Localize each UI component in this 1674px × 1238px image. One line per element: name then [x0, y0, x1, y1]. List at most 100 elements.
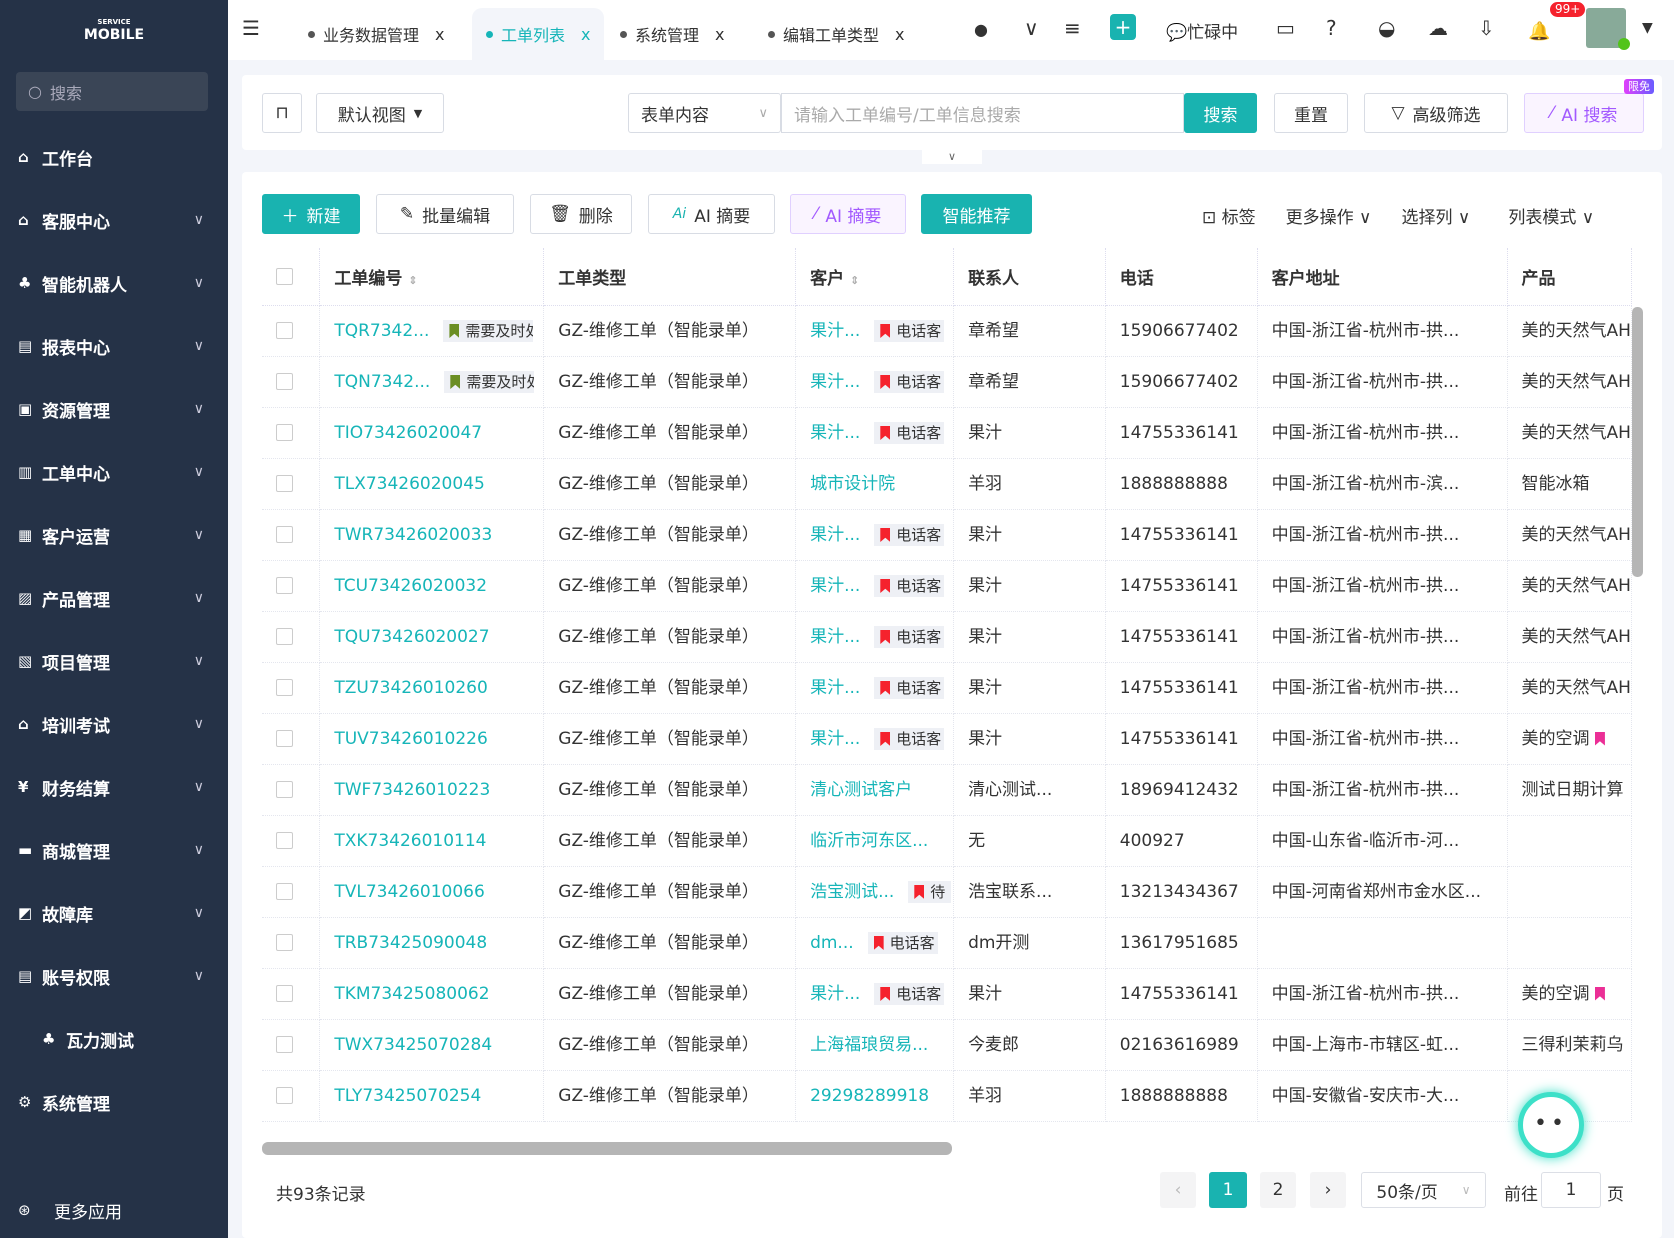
menu-collapse-icon[interactable]: ☰	[242, 16, 260, 40]
table-row[interactable]: TRB73425090048 GZ-维修工单（智能录单） dm... 电话客 dm…	[262, 917, 1632, 969]
sidebar-item-0[interactable]: ⌂ 工作台	[0, 137, 228, 177]
table-row[interactable]: TLX73426020045 GZ-维修工单（智能录单） 城市设计院 羊羽 18…	[262, 458, 1632, 510]
row-checkbox[interactable]	[276, 577, 293, 594]
customer-link[interactable]: 临沂市河东区...	[810, 830, 929, 851]
tab-3[interactable]: 编辑工单类型 x	[768, 8, 904, 60]
status-button[interactable]: 💬忙碌中	[1166, 18, 1238, 43]
page-size-select[interactable]: 50条/页 ∨	[1361, 1172, 1486, 1208]
table-row[interactable]: TUV73426010226 GZ-维修工单（智能录单） 果汁... 电话客 果汁…	[262, 713, 1632, 765]
ticket-id-link[interactable]: TKM73425080062	[334, 983, 490, 1004]
sidebar-item-1[interactable]: ⌂ 客服中心 ∨	[0, 200, 228, 240]
ticket-id-link[interactable]: TRB73425090048	[334, 932, 488, 953]
customer-link[interactable]: 果汁...	[810, 422, 861, 443]
column-header[interactable]: 客户 ⇕	[795, 248, 955, 306]
customer-link[interactable]: 果汁...	[810, 371, 861, 392]
add-icon[interactable]: +	[1110, 14, 1136, 40]
table-row[interactable]: TCU73426020032 GZ-维修工单（智能录单） 果汁... 电话客 果汁…	[262, 560, 1632, 612]
calendar-icon[interactable]: ▭	[1276, 16, 1295, 40]
table-row[interactable]: TQR7342... 需要及时处 GZ-维修工单（智能录单） 果汁... 电话客 章…	[262, 305, 1632, 357]
row-checkbox[interactable]	[276, 1036, 293, 1053]
advanced-filter-button[interactable]: ▽ 高级筛选	[1364, 93, 1508, 133]
row-checkbox[interactable]	[276, 1087, 293, 1104]
table-row[interactable]: TWF73426010223 GZ-维修工单（智能录单） 清心测试客户 清心测试…	[262, 764, 1632, 816]
help-icon[interactable]: ?	[1326, 16, 1337, 40]
row-checkbox[interactable]	[276, 322, 293, 339]
customer-link[interactable]: 果汁...	[810, 728, 861, 749]
row-checkbox[interactable]	[276, 628, 293, 645]
list-icon[interactable]: ≡	[1064, 16, 1081, 40]
sidebar-item-11[interactable]: ▬ 商城管理 ∨	[0, 830, 228, 870]
table-row[interactable]: TKM73425080062 GZ-维修工单（智能录单） 果汁... 电话客 果汁…	[262, 968, 1632, 1020]
list-mode-dropdown[interactable]: 列表模式 ∨	[1508, 208, 1595, 228]
ticket-id-link[interactable]: TXK73426010114	[334, 830, 487, 851]
ticket-id-link[interactable]: TUV73426010226	[334, 728, 488, 749]
tab-2[interactable]: 系统管理 x	[620, 8, 724, 60]
prev-page-button[interactable]: ‹	[1160, 1172, 1196, 1208]
sidebar-item-15[interactable]: ⚙ 系统管理	[0, 1082, 228, 1122]
close-icon[interactable]: x	[715, 24, 725, 44]
customer-link[interactable]: 果汁...	[810, 320, 861, 341]
reset-button[interactable]: 重置	[1274, 93, 1348, 133]
tab-0[interactable]: 业务数据管理 x	[308, 8, 444, 60]
sidebar-item-3[interactable]: ▤ 报表中心 ∨	[0, 326, 228, 366]
row-checkbox[interactable]	[276, 373, 293, 390]
table-row[interactable]: TQU73426020027 GZ-维修工单（智能录单） 果汁... 电话客 果汁…	[262, 611, 1632, 663]
sidebar-item-14[interactable]: ♣ 瓦力测试	[0, 1019, 228, 1059]
row-checkbox[interactable]	[276, 883, 293, 900]
search-input[interactable]: 请输入工单编号/工单信息搜索	[781, 93, 1184, 133]
smart-recommend-button[interactable]: 智能推荐	[921, 194, 1032, 234]
sidebar-item-13[interactable]: ▤ 账号权限 ∨	[0, 956, 228, 996]
view-select[interactable]: 默认视图 ▼	[316, 93, 444, 133]
bookmark-button[interactable]: ⊓	[262, 93, 302, 133]
customer-link[interactable]: 果汁...	[810, 677, 861, 698]
column-header[interactable]: 工单类型	[543, 248, 797, 306]
table-row[interactable]: TIO73426020047 GZ-维修工单（智能录单） 果汁... 电话客 果汁…	[262, 407, 1632, 459]
sidebar-item-4[interactable]: ▣ 资源管理 ∨	[0, 389, 228, 429]
customer-link[interactable]: 果汁...	[810, 983, 861, 1004]
row-checkbox[interactable]	[276, 526, 293, 543]
customer-link[interactable]: 果汁...	[810, 626, 861, 647]
table-row[interactable]: TVL73426010066 GZ-维修工单（智能录单） 浩宝测试... 待 浩宝…	[262, 866, 1632, 918]
row-checkbox[interactable]	[276, 934, 293, 951]
delete-button[interactable]: 🗑 删除	[530, 194, 632, 234]
column-header[interactable]: 联系人	[953, 248, 1106, 306]
ticket-id-link[interactable]: TQR7342...	[334, 320, 430, 341]
table-row[interactable]: TQN7342... 需要及时处 GZ-维修工单（智能录单） 果汁... 电话客 章…	[262, 356, 1632, 408]
more-actions-dropdown[interactable]: 更多操作 ∨	[1285, 208, 1372, 228]
customer-link[interactable]: 果汁...	[810, 575, 861, 596]
page-2[interactable]: 2	[1260, 1172, 1296, 1208]
user-menu-caret[interactable]: ▼	[1642, 20, 1653, 36]
next-page-button[interactable]: ›	[1310, 1172, 1346, 1208]
table-row[interactable]: TZU73426010260 GZ-维修工单（智能录单） 果汁... 电话客 果汁…	[262, 662, 1632, 714]
close-icon[interactable]: x	[435, 24, 445, 44]
column-header[interactable]: 产品	[1507, 248, 1632, 306]
field-select[interactable]: 表单内容 ∨	[628, 93, 781, 133]
more-apps[interactable]: ⊛ 更多应用	[0, 1190, 228, 1230]
new-button[interactable]: ＋ 新建	[262, 194, 360, 234]
customer-link[interactable]: 29298289918	[810, 1085, 930, 1106]
ticket-id-link[interactable]: TQU73426020027	[334, 626, 490, 647]
sidebar-item-2[interactable]: ♣ 智能机器人 ∨	[0, 263, 228, 303]
row-checkbox[interactable]	[276, 679, 293, 696]
assistant-bot-button[interactable]: ••	[1518, 1092, 1584, 1158]
sort-icon[interactable]: ⇕	[850, 273, 860, 287]
search-button[interactable]: 搜索	[1184, 93, 1257, 133]
ticket-id-link[interactable]: TQN7342...	[334, 371, 431, 392]
select-columns-dropdown[interactable]: 选择列 ∨	[1401, 208, 1471, 228]
customer-link[interactable]: 城市设计院	[810, 473, 896, 494]
sidebar-item-7[interactable]: ▨ 产品管理 ∨	[0, 578, 228, 618]
theme-icon[interactable]: ◒	[1378, 16, 1396, 40]
bell-icon[interactable]: 🔔	[1528, 21, 1551, 42]
row-checkbox[interactable]	[276, 475, 293, 492]
customer-link[interactable]: 果汁...	[810, 524, 861, 545]
column-header[interactable]: 客户地址	[1257, 248, 1508, 306]
ticket-id-link[interactable]: TLY73425070254	[334, 1085, 482, 1106]
sidebar-search[interactable]: ○ 搜索	[16, 72, 208, 111]
row-checkbox[interactable]	[276, 730, 293, 747]
goto-page-input[interactable]: 1	[1541, 1172, 1601, 1208]
ticket-id-link[interactable]: TVL73426010066	[334, 881, 485, 902]
row-checkbox[interactable]	[276, 424, 293, 441]
row-checkbox[interactable]	[276, 832, 293, 849]
sidebar-item-5[interactable]: ▥ 工单中心 ∨	[0, 452, 228, 492]
row-checkbox[interactable]	[276, 985, 293, 1002]
